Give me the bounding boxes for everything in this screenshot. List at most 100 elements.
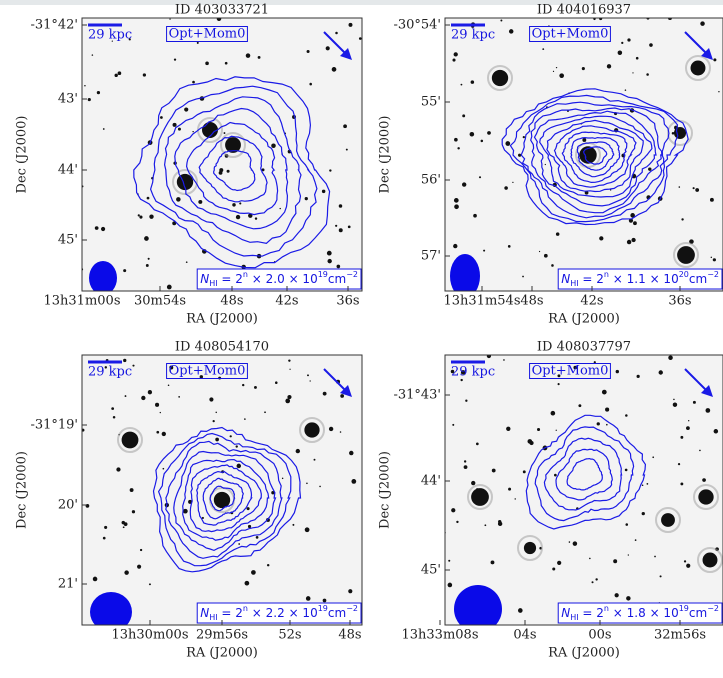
y-tick-label: -31°19' — [30, 418, 78, 433]
y-tick-label: 20' — [58, 498, 78, 513]
arrow-head — [340, 385, 352, 397]
contour — [152, 426, 302, 573]
star — [542, 48, 545, 51]
star — [636, 374, 640, 378]
star — [584, 190, 589, 195]
star — [166, 284, 172, 290]
star — [646, 482, 649, 485]
star — [266, 517, 270, 522]
nhi-part: = 2 — [218, 272, 243, 286]
nhi-part: n — [604, 270, 609, 279]
star — [621, 41, 624, 44]
star — [169, 18, 171, 20]
x-tick-label: 13h31m54s — [444, 294, 521, 309]
star — [183, 508, 188, 514]
star — [672, 402, 678, 407]
contour — [582, 146, 608, 165]
map-label-box — [529, 363, 611, 379]
star — [591, 581, 594, 584]
contour — [530, 107, 663, 214]
star — [287, 394, 292, 400]
map-label: Opt+Mom0 — [169, 364, 246, 379]
nhi-part: n — [604, 604, 609, 613]
star — [111, 407, 115, 410]
star — [635, 56, 639, 60]
star — [710, 256, 712, 259]
star — [91, 54, 94, 56]
nhi-part: HI — [570, 279, 578, 288]
y-axis-label: Dec (J2000) — [15, 116, 30, 194]
star — [465, 399, 468, 402]
star — [325, 46, 330, 51]
y-tick-label: 45' — [58, 233, 78, 248]
contour — [543, 437, 623, 511]
star — [327, 258, 332, 264]
map-label-box — [529, 26, 611, 42]
nhi-part: n — [243, 604, 248, 613]
scale-label: 29 kpc — [451, 28, 495, 43]
map-label: Opt+Mom0 — [169, 27, 246, 42]
star — [82, 428, 85, 432]
contour — [525, 414, 647, 530]
map-label: Opt+Mom0 — [532, 27, 609, 42]
star — [306, 50, 310, 54]
star — [678, 186, 681, 188]
star — [453, 243, 458, 249]
star — [514, 498, 516, 500]
y-tick-label: -30°54' — [393, 18, 441, 33]
y-tick-label: -31°43' — [393, 388, 441, 403]
beam — [450, 254, 480, 291]
star — [551, 264, 554, 267]
star — [155, 402, 160, 407]
star — [328, 426, 334, 432]
star — [358, 37, 362, 40]
image — [82, 355, 362, 625]
star — [123, 269, 127, 273]
star — [251, 570, 256, 575]
star — [162, 467, 165, 470]
star — [215, 437, 219, 442]
star — [609, 189, 612, 191]
star — [552, 70, 555, 73]
nhi-part: HI — [209, 613, 217, 622]
star — [343, 124, 347, 129]
star — [142, 73, 146, 77]
star — [557, 374, 561, 378]
star — [340, 394, 344, 398]
nhi-part: −2 — [707, 604, 719, 613]
star — [319, 485, 321, 488]
star — [326, 250, 332, 256]
contour — [189, 464, 262, 533]
star — [87, 98, 91, 102]
star — [192, 80, 195, 84]
star — [484, 524, 487, 527]
star — [692, 400, 696, 404]
contour — [553, 125, 637, 188]
star — [483, 249, 486, 252]
star — [712, 258, 716, 262]
beam — [90, 592, 132, 625]
star — [648, 167, 652, 171]
star — [306, 482, 308, 485]
star — [538, 250, 541, 253]
scale-label: 29 kpc — [88, 28, 132, 43]
nhi-box — [557, 602, 723, 624]
star — [254, 217, 258, 220]
star — [172, 122, 177, 127]
beam — [89, 261, 117, 291]
star — [624, 89, 627, 91]
star — [568, 541, 571, 543]
star — [257, 55, 261, 59]
star — [223, 132, 226, 135]
star — [695, 188, 700, 192]
star — [625, 523, 629, 526]
star — [112, 416, 116, 419]
star — [149, 214, 154, 219]
star — [104, 525, 108, 529]
x-axis-label: RA (J2000) — [548, 646, 620, 661]
bright-star — [491, 69, 509, 87]
star — [457, 147, 460, 150]
star — [205, 61, 209, 66]
arrow-head — [701, 385, 713, 397]
star — [247, 524, 252, 529]
